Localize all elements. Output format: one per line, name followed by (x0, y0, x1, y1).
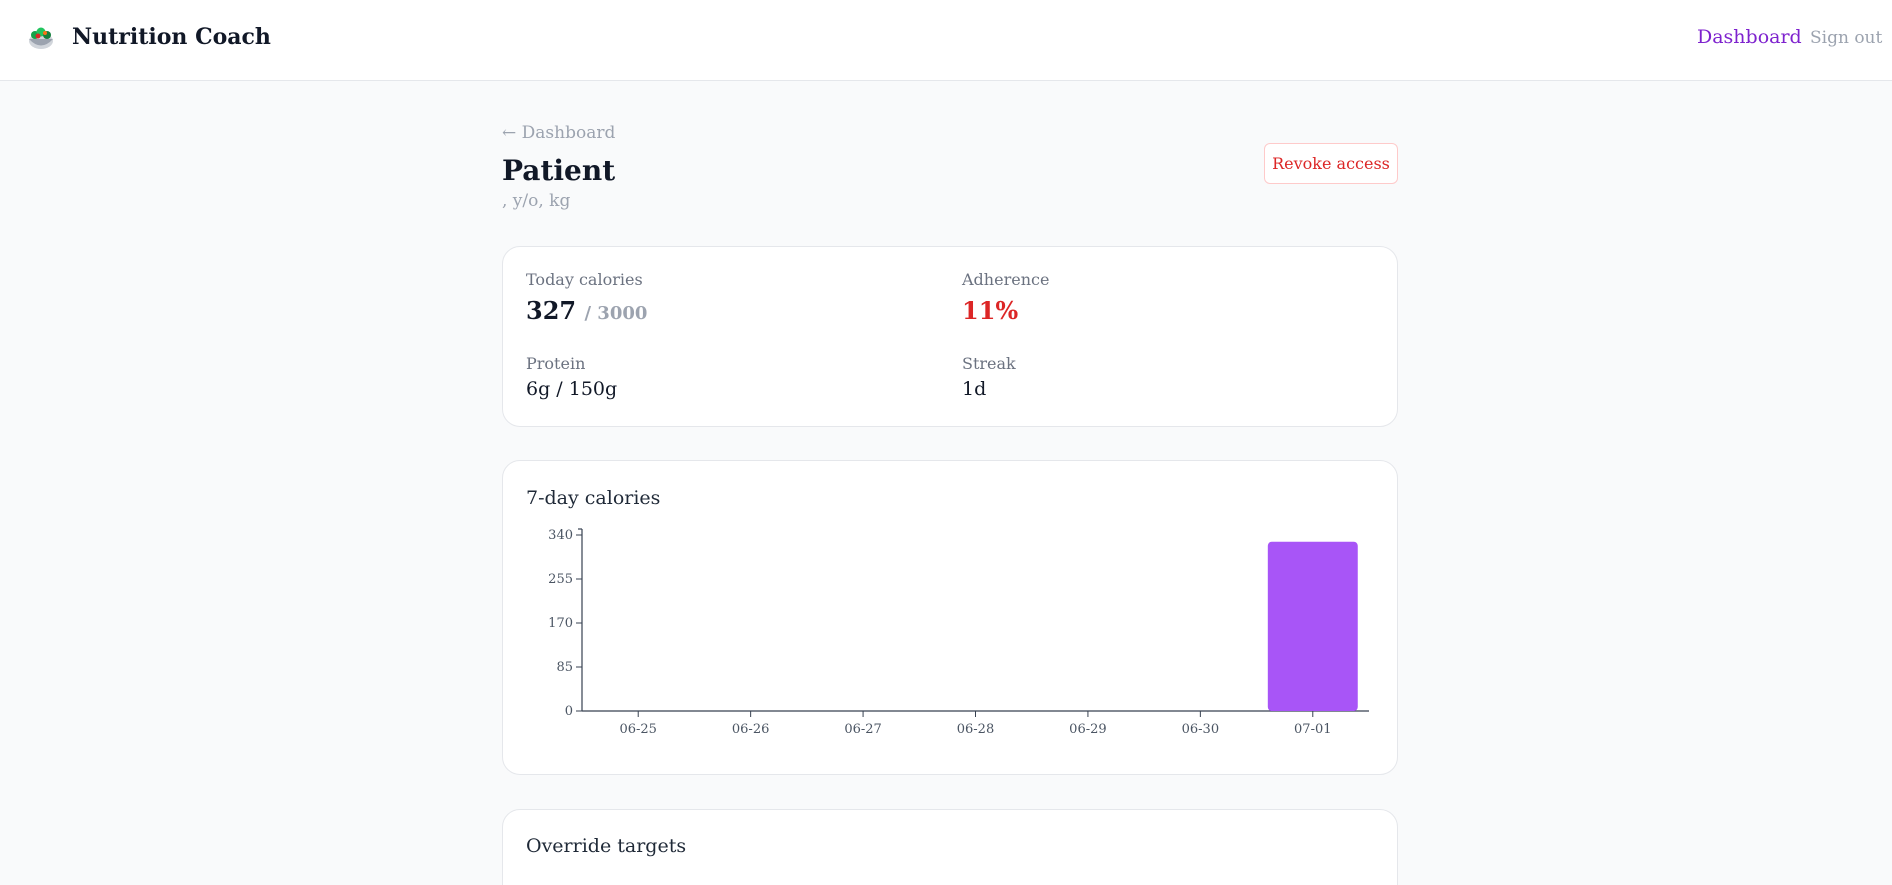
today-calories-amount: 327 (526, 296, 577, 325)
y-tick-label: 170 (548, 616, 573, 631)
x-tick-label: 06-29 (1069, 722, 1106, 737)
calories-chart-card: 7-day calories 0 85 170 255 340 06-25 06-26 06-… (502, 460, 1398, 775)
today-calories-goal: / 3000 (584, 303, 648, 324)
calorie-bar (1267, 541, 1358, 711)
override-targets-title: Override targets (526, 835, 687, 857)
sign-out-link[interactable]: Sign out (1810, 28, 1883, 48)
x-tick-label: 06-26 (732, 722, 769, 737)
x-tick-label: 06-30 (1182, 722, 1219, 737)
page-title: Patient (502, 154, 616, 187)
protein-value: 6g / 150g (526, 378, 618, 400)
top-navigation-bar: Nutrition Coach Dashboard Sign out (0, 0, 1892, 81)
patient-subtitle: , y/o, kg (502, 191, 571, 211)
app-brand-name: Nutrition Coach (72, 24, 271, 50)
override-targets-card: Override targets (502, 809, 1398, 885)
nav-dashboard-link[interactable]: Dashboard (1697, 26, 1802, 48)
today-calories-value: 327 / 3000 (526, 296, 647, 325)
x-tick-label: 06-25 (619, 722, 656, 737)
salad-bowl-icon (29, 27, 53, 49)
today-calories-label: Today calories (526, 270, 643, 289)
y-tick-label: 255 (548, 572, 573, 587)
y-tick-label: 0 (565, 704, 573, 719)
stats-card: Today calories 327 / 3000 Adherence 11% … (502, 246, 1398, 427)
chart-title: 7-day calories (526, 487, 661, 509)
streak-value: 1d (962, 378, 987, 400)
y-tick-label: 340 (548, 528, 573, 543)
y-tick-label: 85 (556, 660, 573, 675)
x-tick-label: 06-28 (957, 722, 994, 737)
streak-label: Streak (962, 354, 1016, 373)
calories-bar-chart: 0 85 170 255 340 06-25 06-26 06-27 06-28 06-29 06-… (548, 528, 1369, 737)
x-tick-label: 06-27 (844, 722, 881, 737)
x-tick-label: 07-01 (1294, 722, 1331, 737)
back-to-dashboard-link[interactable]: ← Dashboard (502, 123, 616, 143)
protein-label: Protein (526, 354, 586, 373)
adherence-label: Adherence (962, 270, 1050, 289)
adherence-value: 11% (962, 296, 1019, 325)
revoke-access-button[interactable]: Revoke access (1264, 143, 1398, 184)
